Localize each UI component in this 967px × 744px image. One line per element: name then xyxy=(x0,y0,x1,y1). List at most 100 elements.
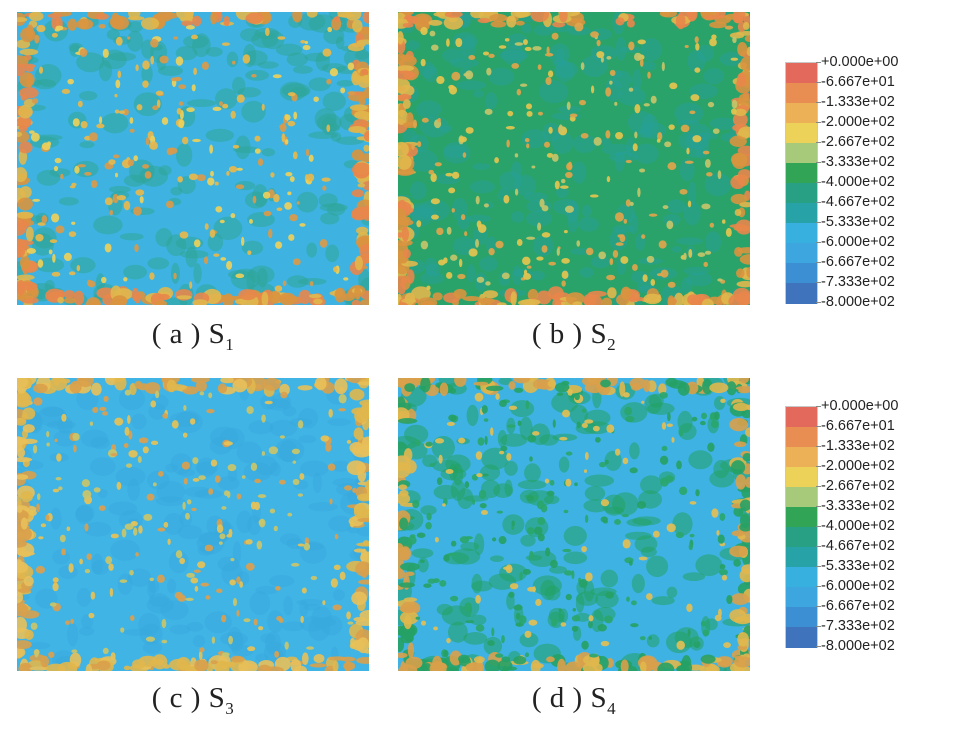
interior-spot xyxy=(508,591,515,598)
interior-spot xyxy=(484,435,488,445)
edge-spot xyxy=(334,378,348,395)
edge-spot xyxy=(357,183,366,188)
legend-swatch xyxy=(786,627,817,648)
legend-label: -4.667e+02 xyxy=(821,194,895,210)
field-patch xyxy=(473,89,484,98)
edge-spot xyxy=(709,21,727,29)
interior-spot xyxy=(193,239,201,248)
edge-spot xyxy=(532,378,550,390)
edge-spot xyxy=(423,663,432,671)
interior-spot xyxy=(167,538,171,545)
interior-spot xyxy=(246,406,254,415)
edge-spot xyxy=(565,661,582,671)
interior-spot xyxy=(666,523,676,533)
interior-spot xyxy=(268,228,273,239)
interior-spot xyxy=(496,510,503,514)
field-patch xyxy=(688,181,697,205)
interior-spot xyxy=(628,560,633,566)
edge-spot xyxy=(730,593,750,606)
interior-spot xyxy=(686,147,690,155)
interior-spot xyxy=(221,614,227,623)
legend-tick xyxy=(816,646,821,647)
field-patch xyxy=(282,621,305,632)
field-patch xyxy=(563,525,587,546)
interior-spot xyxy=(671,436,675,443)
edge-spot xyxy=(351,42,366,47)
edge-spot xyxy=(17,646,26,658)
interior-spot xyxy=(161,117,169,125)
interior-spot xyxy=(447,552,456,557)
field-patch xyxy=(463,632,488,645)
interior-spot xyxy=(689,110,696,115)
interior-spot xyxy=(221,506,227,510)
field-patch xyxy=(469,614,487,626)
interior-spot xyxy=(704,250,712,255)
field-patch xyxy=(299,600,309,618)
interior-spot xyxy=(185,512,190,520)
edge-spot xyxy=(733,559,741,567)
edge-spot xyxy=(161,12,179,19)
interior-spot xyxy=(104,243,112,253)
edge-spot xyxy=(17,131,23,137)
interior-spot xyxy=(482,51,490,56)
interior-spot xyxy=(565,593,572,601)
edge-spot xyxy=(262,378,281,391)
interior-spot xyxy=(634,103,641,114)
field-patch xyxy=(510,211,525,223)
interior-spot xyxy=(142,80,149,88)
interior-spot xyxy=(87,279,93,287)
interior-spot xyxy=(33,397,43,406)
edge-spot xyxy=(404,632,414,643)
interior-spot xyxy=(239,581,244,588)
edge-spot xyxy=(399,489,409,497)
edge-spot xyxy=(96,660,111,671)
interior-spot xyxy=(622,457,629,465)
interior-spot xyxy=(429,30,436,37)
field-patch xyxy=(688,450,713,470)
edge-spot xyxy=(63,297,77,304)
interior-spot xyxy=(561,258,570,264)
interior-spot xyxy=(448,414,457,422)
edge-spot xyxy=(127,12,141,20)
field-patch xyxy=(98,488,108,499)
interior-spot xyxy=(292,460,297,464)
interior-spot xyxy=(349,519,355,528)
interior-spot xyxy=(150,55,155,65)
field-patch xyxy=(207,233,224,252)
edge-spot xyxy=(363,144,369,152)
field-patch xyxy=(283,595,293,616)
edge-spot xyxy=(17,392,32,408)
interior-spot xyxy=(134,244,139,252)
interior-spot xyxy=(84,568,91,574)
interior-spot xyxy=(109,587,114,597)
interior-spot xyxy=(537,517,546,525)
interior-spot xyxy=(431,44,439,51)
edge-spot xyxy=(731,530,745,537)
interior-spot xyxy=(162,413,169,419)
field-patch xyxy=(526,210,553,227)
interior-spot xyxy=(51,271,61,277)
interior-spot xyxy=(254,501,261,511)
field-patch xyxy=(447,621,468,643)
edge-spot xyxy=(18,663,33,671)
interior-spot xyxy=(284,202,292,210)
edge-spot xyxy=(17,474,29,480)
interior-spot xyxy=(495,653,504,658)
edge-spot xyxy=(18,141,33,154)
interior-spot xyxy=(558,608,562,612)
field-patch xyxy=(510,161,523,180)
legend-tick xyxy=(816,202,821,203)
edge-spot xyxy=(349,441,364,454)
interior-spot xyxy=(476,220,482,229)
interior-spot xyxy=(547,70,554,78)
edge-spot xyxy=(398,239,413,247)
interior-spot xyxy=(287,512,293,517)
legend-label: -3.333e+02 xyxy=(821,154,895,170)
interior-spot xyxy=(125,463,133,468)
edge-spot xyxy=(552,21,566,28)
interior-spot xyxy=(434,536,439,543)
interior-spot xyxy=(235,184,245,190)
interior-spot xyxy=(420,58,426,67)
edge-spot xyxy=(155,300,168,305)
interior-spot xyxy=(301,587,307,594)
